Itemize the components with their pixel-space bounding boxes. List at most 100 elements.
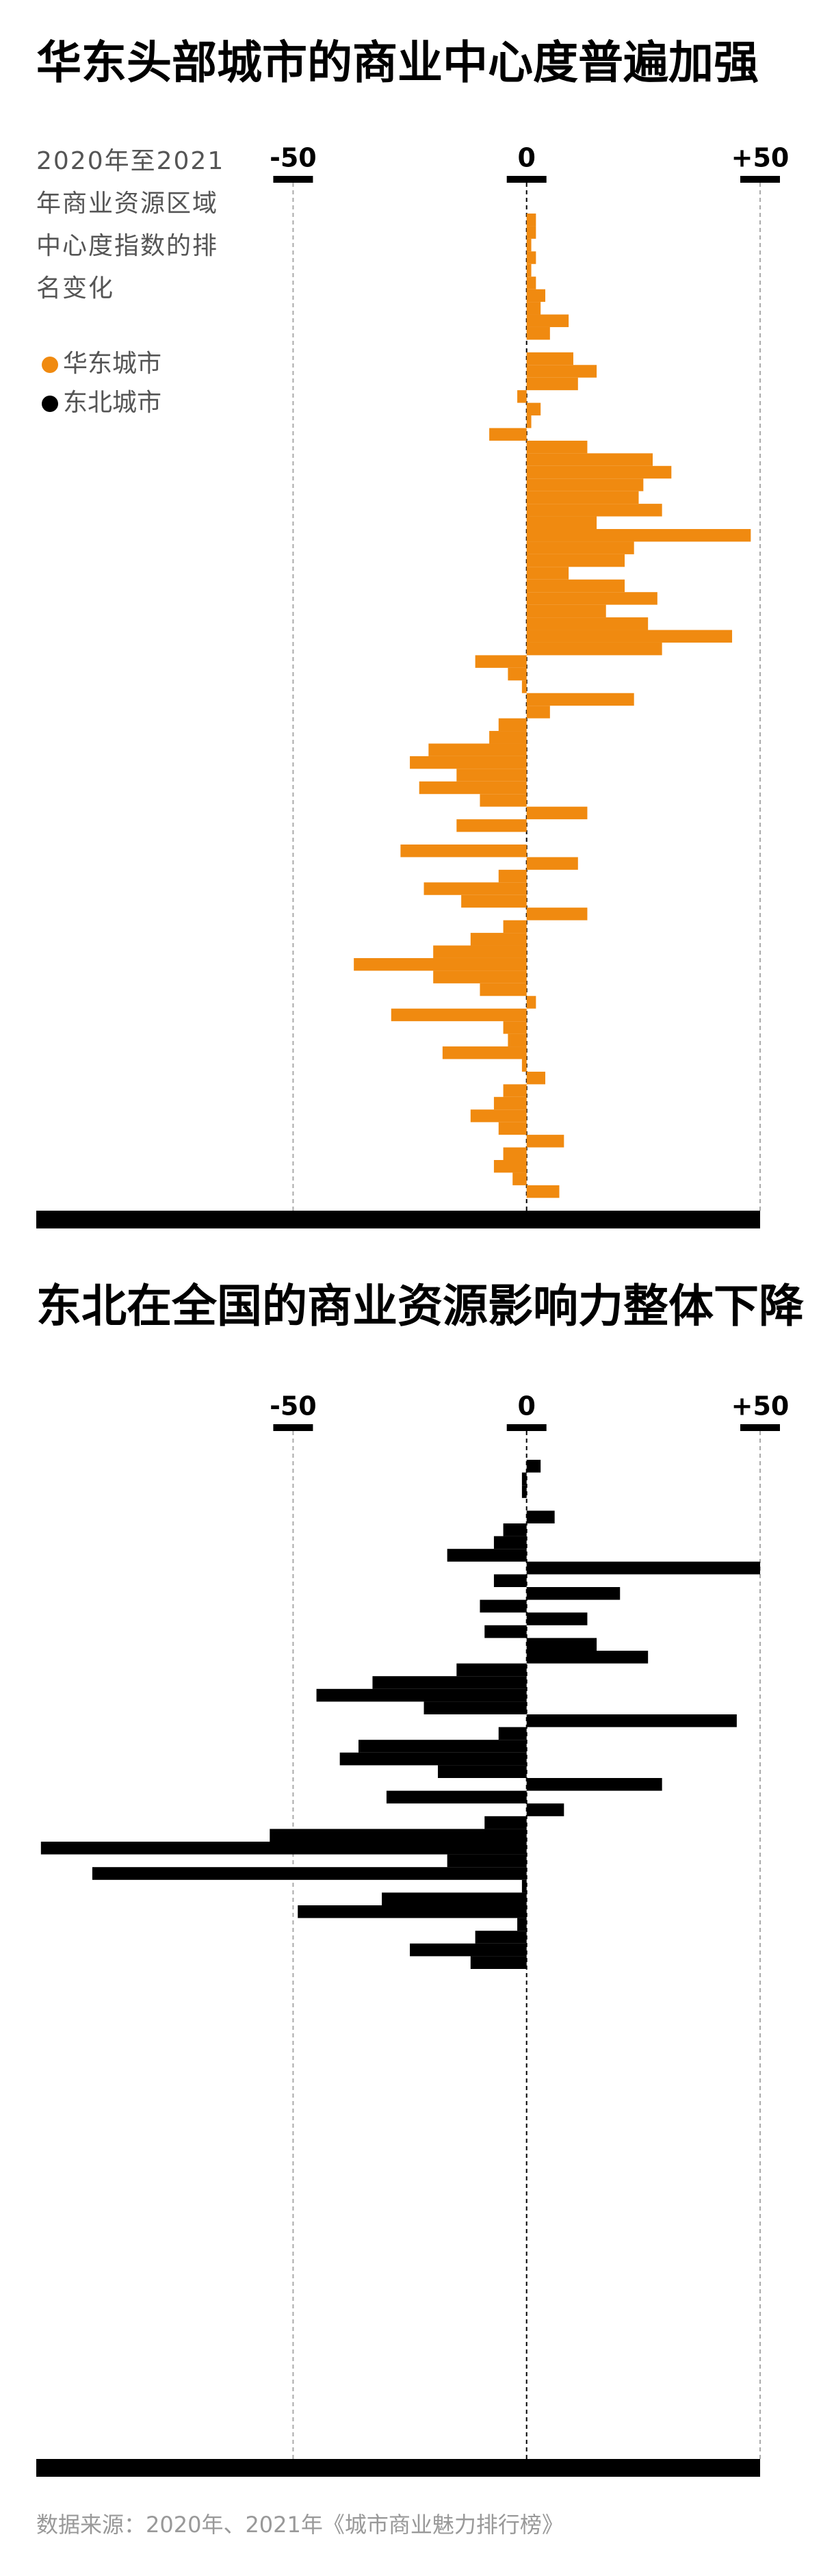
legend-label: 华东城市 [63, 350, 161, 378]
bar [526, 617, 649, 630]
bar [526, 579, 625, 593]
bar [526, 693, 634, 706]
bar [493, 1096, 527, 1110]
bar [526, 592, 657, 605]
bar [526, 226, 536, 239]
bar [521, 1879, 527, 1893]
baseline-bar [36, 2459, 760, 2477]
bar [480, 983, 527, 996]
bar [526, 604, 606, 618]
bar [526, 516, 597, 529]
bar [442, 1046, 527, 1059]
bar [526, 1714, 737, 1727]
bar [526, 238, 532, 252]
bar [526, 365, 597, 378]
bar [339, 1752, 527, 1766]
bar [526, 996, 536, 1009]
bar [526, 214, 536, 227]
bar [517, 1918, 527, 1931]
bar [484, 1816, 527, 1829]
bar [526, 326, 550, 340]
bar [493, 1574, 527, 1587]
bar [512, 1172, 527, 1185]
bar [526, 1135, 564, 1148]
bar [521, 680, 527, 693]
bar [526, 491, 639, 504]
bar [470, 1956, 527, 1969]
bar [503, 1084, 527, 1097]
bar [526, 377, 578, 391]
bar [410, 756, 527, 769]
x-tick-label: -50 [270, 143, 317, 173]
bar [358, 1740, 527, 1753]
tick-mark [273, 176, 313, 183]
subtitle: 2020年至2021年商业资源区域中心度指数的排名变化 [36, 147, 225, 302]
bar [475, 1931, 527, 1944]
bar [503, 920, 527, 933]
bar [526, 567, 569, 580]
bar [298, 1905, 527, 1918]
bar [526, 1612, 588, 1625]
bar [526, 276, 536, 289]
bar [526, 302, 541, 315]
bar [270, 1829, 527, 1842]
bar [526, 1803, 564, 1816]
bar [92, 1867, 527, 1880]
bar [521, 1059, 527, 1072]
bar [526, 415, 532, 428]
bar [419, 781, 527, 795]
baseline-bar [36, 1211, 760, 1228]
bar [382, 1892, 527, 1905]
bar [526, 1185, 560, 1198]
bar [391, 1008, 527, 1022]
bar [526, 440, 588, 454]
bar [484, 1625, 527, 1638]
bar [526, 402, 541, 416]
bar [498, 718, 527, 732]
bar [526, 1778, 662, 1791]
bar [526, 251, 536, 264]
bar [456, 1663, 527, 1677]
bar [508, 667, 527, 681]
bar [521, 1485, 527, 1498]
bar [521, 1472, 527, 1486]
bar [456, 769, 527, 782]
bar [423, 1701, 527, 1714]
bar [493, 1160, 527, 1173]
x-tick-label: 0 [517, 143, 535, 173]
bar [526, 806, 588, 820]
bar [526, 352, 573, 365]
x-tick-label: +50 [731, 143, 790, 173]
bar [447, 1854, 527, 1868]
source: 数据来源：2020年、2021年《城市商业魅力排行榜》 [36, 2512, 564, 2538]
bar [400, 845, 527, 858]
bar [447, 1549, 527, 1562]
bar [526, 1651, 649, 1664]
x-tick-label: 0 [517, 1391, 535, 1421]
bar [526, 504, 662, 517]
bar [526, 630, 733, 643]
tick-mark [740, 1424, 780, 1431]
bar [498, 1727, 527, 1740]
bar [461, 894, 527, 908]
bar [526, 529, 751, 542]
bar [526, 478, 644, 491]
bar [526, 554, 625, 567]
bar [498, 1122, 527, 1135]
chart-title: 华东头部城市的商业中心度普遍加强 [36, 36, 759, 89]
chart-title: 东北在全国的商业资源影响力整体下降 [36, 1280, 804, 1332]
bar [526, 314, 569, 327]
bar [489, 731, 527, 744]
bar [480, 794, 527, 807]
bar [526, 1510, 555, 1523]
tick-mark [506, 1424, 547, 1431]
tick-mark [740, 176, 780, 183]
bar [316, 1688, 527, 1702]
bar [493, 1536, 527, 1549]
bar [503, 1021, 527, 1034]
bar [526, 289, 546, 302]
bar [433, 970, 527, 983]
bar [526, 706, 550, 719]
